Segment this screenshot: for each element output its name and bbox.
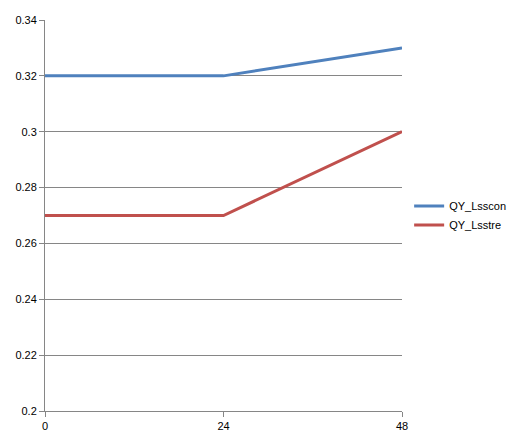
svg-text:0.26: 0.26 bbox=[15, 237, 36, 249]
svg-text:24: 24 bbox=[217, 420, 229, 432]
svg-text:QY_Lsscon: QY_Lsscon bbox=[449, 200, 506, 212]
svg-text:48: 48 bbox=[396, 420, 408, 432]
svg-text:0.3: 0.3 bbox=[22, 126, 37, 138]
svg-text:0.24: 0.24 bbox=[15, 293, 36, 305]
svg-text:0.32: 0.32 bbox=[15, 70, 36, 82]
svg-text:0.28: 0.28 bbox=[15, 181, 36, 193]
svg-text:0.34: 0.34 bbox=[15, 14, 36, 26]
svg-text:QY_Lsstre: QY_Lsstre bbox=[449, 219, 501, 231]
svg-text:0.2: 0.2 bbox=[22, 405, 37, 417]
svg-text:0.22: 0.22 bbox=[15, 349, 36, 361]
svg-text:0: 0 bbox=[42, 420, 48, 432]
